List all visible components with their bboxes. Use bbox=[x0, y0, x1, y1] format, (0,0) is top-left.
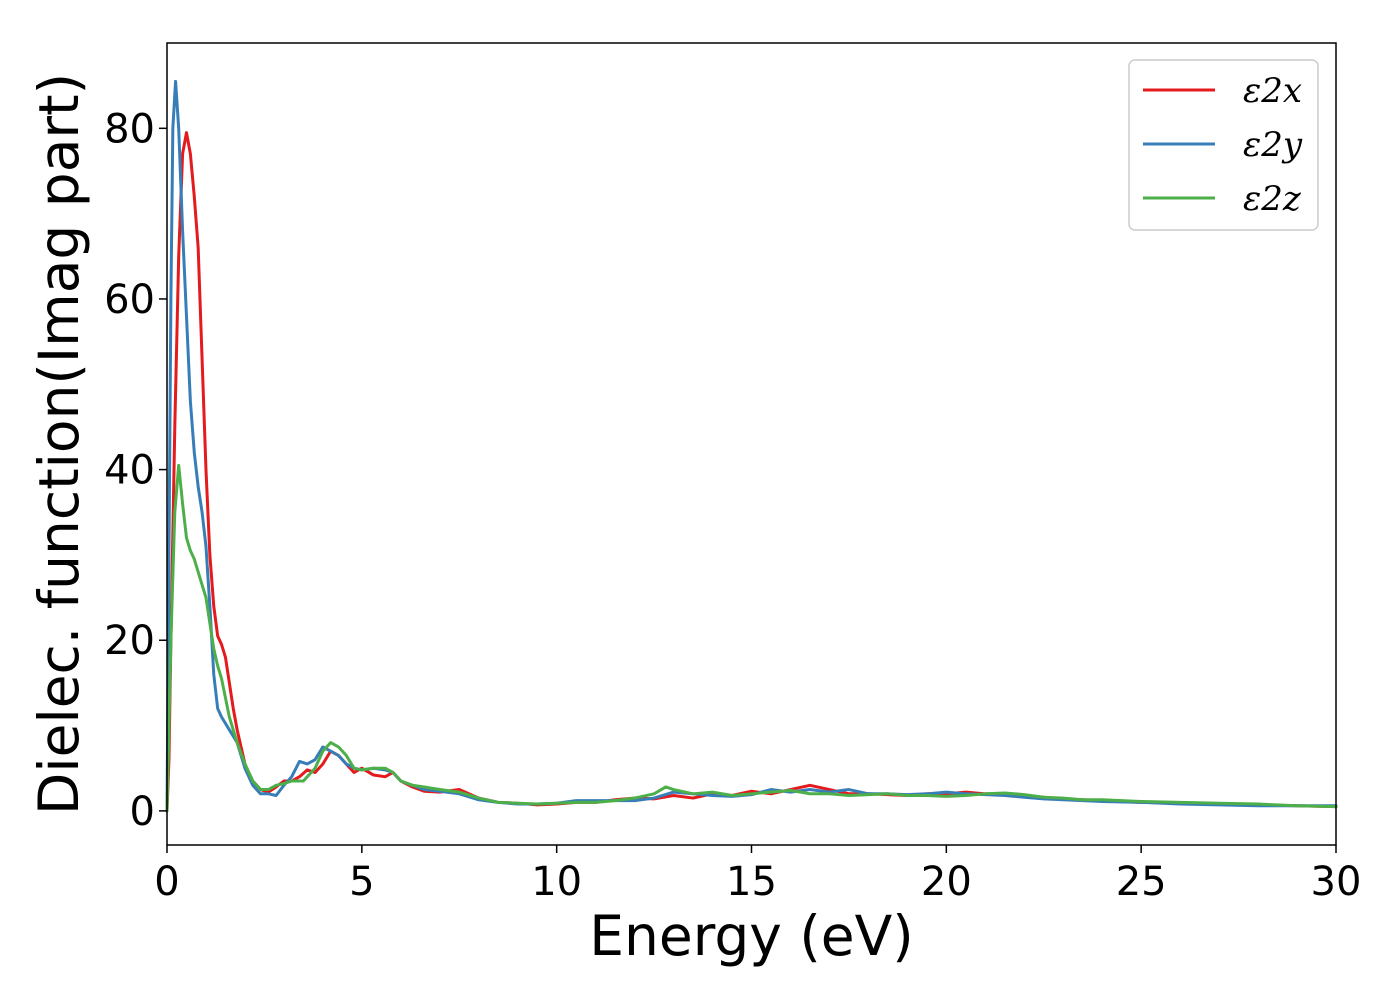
x-tick-label: 0 bbox=[154, 859, 179, 905]
x-axis-label: Energy (eV) bbox=[589, 904, 913, 968]
y-axis-ticks: 0 20 40 60 80 bbox=[104, 106, 167, 835]
y-tick-label: 60 bbox=[104, 277, 155, 323]
legend-label: ε2z bbox=[1243, 179, 1302, 219]
legend-label: ε2y bbox=[1243, 125, 1303, 165]
x-tick-label: 25 bbox=[1116, 859, 1167, 905]
x-tick-label: 20 bbox=[921, 859, 972, 905]
y-axis-label: Dielec. function(Imag part) bbox=[27, 73, 91, 815]
x-tick-label: 15 bbox=[726, 859, 777, 905]
x-tick-label: 10 bbox=[531, 859, 582, 905]
series-line-3 bbox=[165, 463, 1338, 813]
y-tick-label: 80 bbox=[104, 106, 155, 152]
y-tick-label: 0 bbox=[130, 789, 155, 835]
legend-label: ε2x bbox=[1243, 71, 1302, 111]
y-tick-label: 40 bbox=[104, 448, 155, 494]
x-axis-ticks: 0 5 10 15 20 25 30 bbox=[154, 845, 1361, 905]
y-tick-label: 20 bbox=[104, 618, 155, 664]
series-group bbox=[165, 79, 1338, 813]
x-tick-label: 5 bbox=[349, 859, 374, 905]
legend: ε2x ε2y ε2z bbox=[1128, 59, 1319, 231]
legend-box bbox=[1128, 59, 1319, 231]
x-tick-label: 30 bbox=[1311, 859, 1362, 905]
